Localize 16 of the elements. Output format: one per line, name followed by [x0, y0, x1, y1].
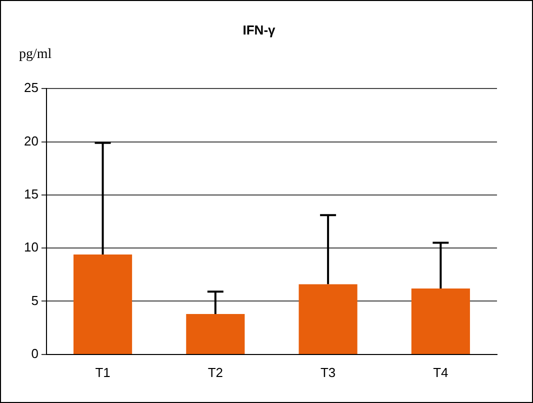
bar: [186, 314, 245, 354]
bar: [73, 254, 132, 354]
x-tick-label: T1: [95, 364, 110, 380]
y-tick-label: 15: [24, 186, 38, 202]
y-axis-title: pg/ml: [19, 47, 52, 63]
y-tick-label: 20: [24, 133, 38, 148]
x-tick-label: T4: [433, 364, 448, 380]
chart-title: IFN-γ: [242, 22, 276, 38]
x-tick-label: T2: [208, 364, 223, 380]
y-tick-label: 10: [24, 240, 38, 255]
y-tick-label: 5: [31, 292, 38, 308]
bar: [411, 288, 470, 354]
y-tick-label: 25: [24, 80, 38, 96]
x-tick-label: T3: [320, 364, 336, 380]
y-tick-label: 0: [31, 346, 38, 361]
bar: [298, 284, 358, 354]
